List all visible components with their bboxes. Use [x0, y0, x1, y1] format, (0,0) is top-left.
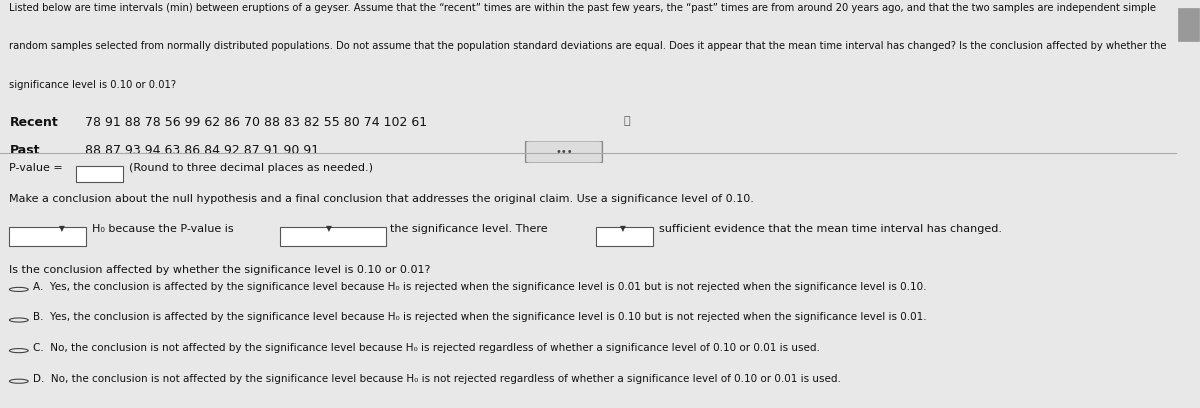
Text: Past: Past	[10, 144, 40, 157]
FancyBboxPatch shape	[77, 166, 124, 182]
Text: significance level is 0.10 or 0.01?: significance level is 0.10 or 0.01?	[10, 80, 176, 90]
Text: sufficient evidence that the mean time interval has changed.: sufficient evidence that the mean time i…	[659, 224, 1002, 235]
Text: the significance level. There: the significance level. There	[390, 224, 548, 235]
Text: •••: •••	[556, 146, 572, 157]
Text: H₀ because the P-value is: H₀ because the P-value is	[91, 224, 233, 235]
Text: D.  No, the conclusion is not affected by the significance level because H₀ is n: D. No, the conclusion is not affected by…	[32, 374, 841, 384]
Text: ▼: ▼	[326, 224, 332, 233]
Text: Is the conclusion affected by whether the significance level is 0.10 or 0.01?: Is the conclusion affected by whether th…	[10, 265, 431, 275]
Text: Listed below are time intervals (min) between eruptions of a geyser. Assume that: Listed below are time intervals (min) be…	[10, 3, 1157, 13]
Text: ▼: ▼	[620, 224, 626, 233]
FancyBboxPatch shape	[280, 227, 385, 246]
Text: 78 91 88 78 56 99 62 86 70 88 83 82 55 80 74 102 61: 78 91 88 78 56 99 62 86 70 88 83 82 55 8…	[85, 116, 427, 129]
FancyBboxPatch shape	[526, 141, 602, 163]
Text: A.  Yes, the conclusion is affected by the significance level because H₀ is reje: A. Yes, the conclusion is affected by th…	[32, 282, 926, 292]
Text: B.  Yes, the conclusion is affected by the significance level because H₀ is reje: B. Yes, the conclusion is affected by th…	[32, 313, 926, 322]
Text: ⎙: ⎙	[623, 116, 630, 126]
FancyBboxPatch shape	[10, 227, 86, 246]
Text: ▼: ▼	[59, 224, 65, 233]
Text: (Round to three decimal places as needed.): (Round to three decimal places as needed…	[130, 163, 373, 173]
Text: random samples selected from normally distributed populations. Do not assume tha: random samples selected from normally di…	[10, 41, 1166, 51]
Text: Make a conclusion about the null hypothesis and a final conclusion that addresse: Make a conclusion about the null hypothe…	[10, 194, 755, 204]
FancyBboxPatch shape	[596, 227, 653, 246]
Text: C.  No, the conclusion is not affected by the significance level because H₀ is r: C. No, the conclusion is not affected by…	[32, 343, 820, 353]
Text: 88 87 93 94 63 86 84 92 87 91 90 91: 88 87 93 94 63 86 84 92 87 91 90 91	[85, 144, 319, 157]
Text: P-value =: P-value =	[10, 163, 67, 173]
Text: Recent: Recent	[10, 116, 58, 129]
FancyBboxPatch shape	[1178, 8, 1199, 41]
